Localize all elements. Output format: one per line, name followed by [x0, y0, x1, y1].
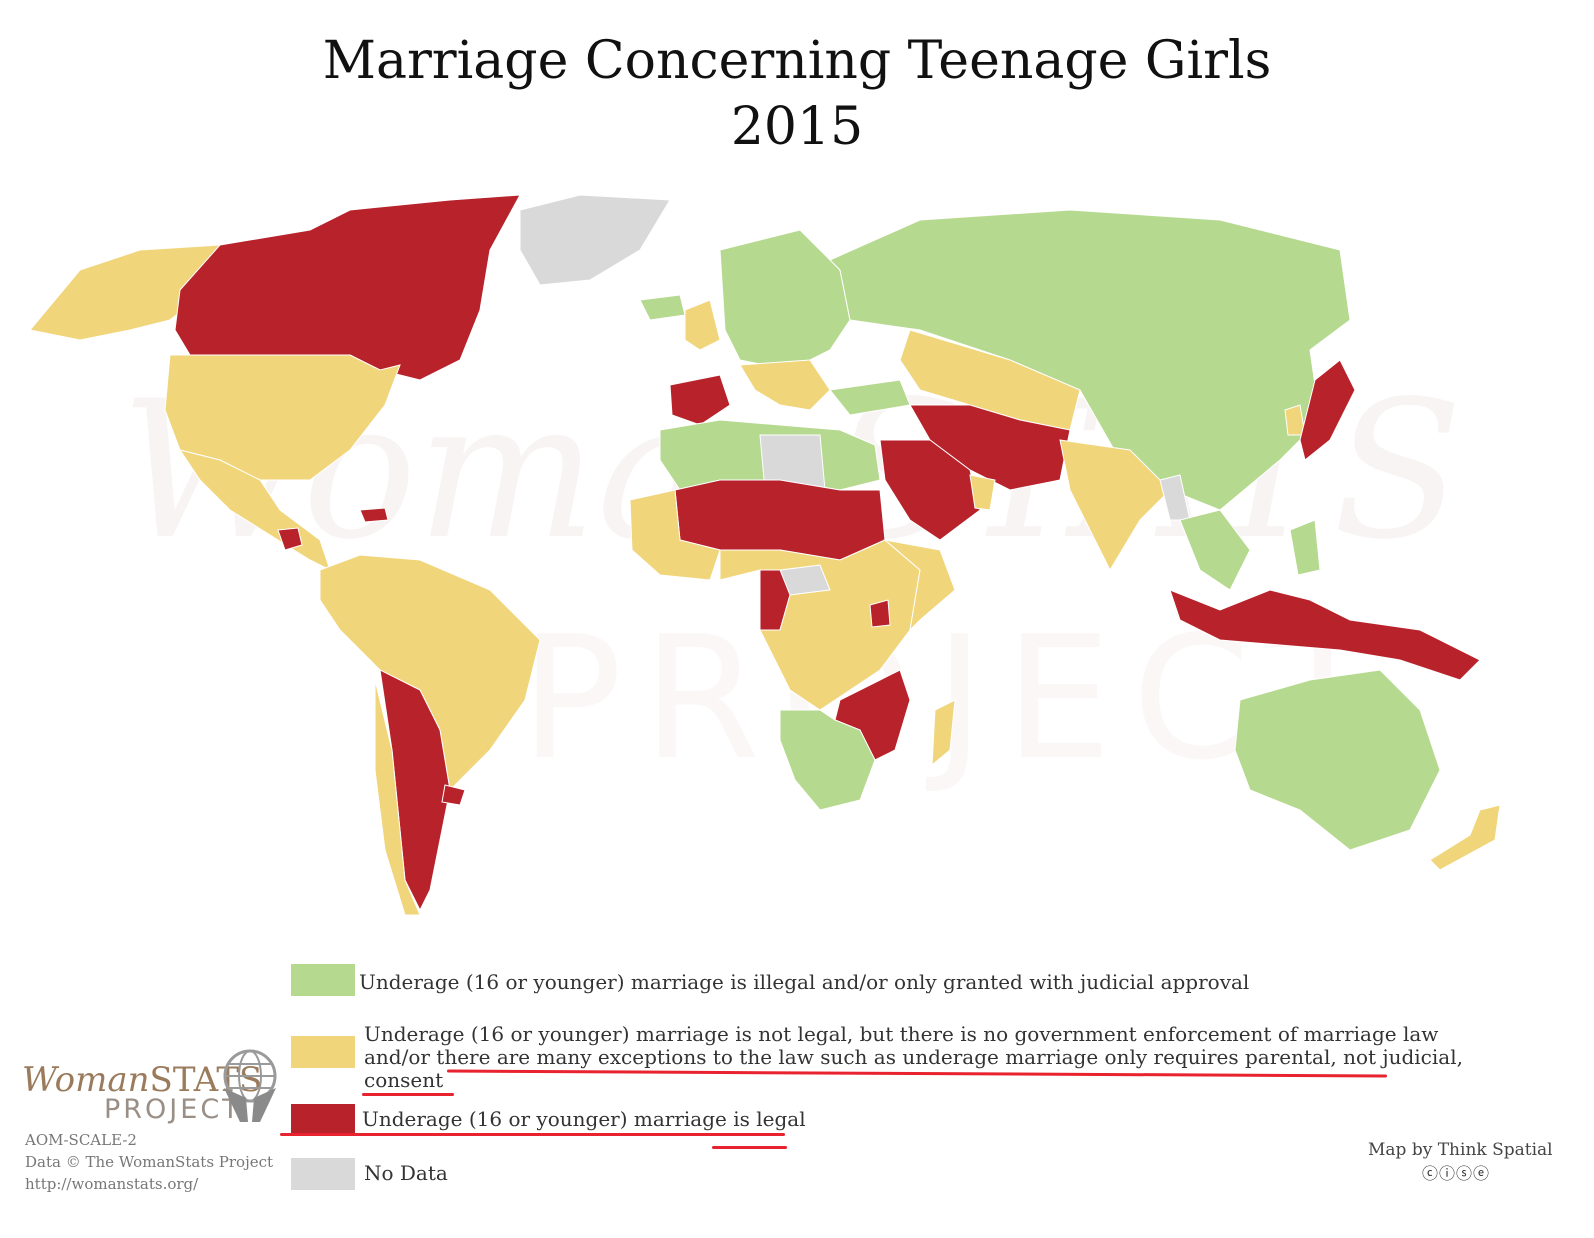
region-turkey — [829, 379, 911, 416]
region-india — [1059, 439, 1171, 572]
legend-label-green: Underage (16 or younger) marriage is ill… — [359, 970, 1250, 994]
legend-label-yellow-line-1: Underage (16 or younger) marriage is not… — [364, 1022, 1439, 1046]
map-credit: Map by Think Spatial — [1368, 1140, 1553, 1160]
region-russia-china — [829, 209, 1351, 511]
world-map — [29, 194, 1501, 916]
region-west-africa — [629, 489, 721, 581]
legend-swatch-red — [291, 1104, 355, 1136]
region-oman — [969, 474, 996, 511]
region-australia — [1234, 669, 1441, 851]
region-europe — [719, 229, 851, 371]
annotation-underline-3 — [280, 1133, 785, 1136]
region-iceland — [639, 294, 686, 321]
region-southern-africa — [779, 709, 876, 811]
region-madagascar — [931, 699, 956, 767]
region-new-zealand — [1429, 804, 1501, 871]
region-dominican-republic — [359, 507, 389, 523]
region-spain — [669, 374, 731, 426]
legend-swatch-green — [291, 964, 355, 996]
region-uganda — [869, 599, 891, 628]
legend-swatch-yellow — [291, 1036, 355, 1068]
region-indonesia-png — [1169, 589, 1481, 681]
womanstats-logo: WomanSTATS — [22, 1060, 262, 1100]
creative-commons-icon: ⓒⓘⓢⓔ — [1422, 1164, 1491, 1183]
data-credit: Data © The WomanStats Project — [25, 1153, 274, 1171]
source-url: http://womanstats.org/ — [25, 1175, 199, 1193]
annotation-underline-4 — [712, 1146, 787, 1149]
title-line-2: 2015 — [730, 97, 864, 157]
legend-label-yellow-line-3: consent — [364, 1068, 444, 1092]
logo-sub: PROJECT — [104, 1094, 242, 1125]
region-italy-balkans — [739, 359, 831, 411]
annotation-underline-2 — [362, 1093, 454, 1096]
legend-label-yellow: Underage (16 or younger) marriage is not… — [364, 1023, 1463, 1092]
region-southeast-asia — [1179, 509, 1251, 591]
region-chile — [374, 679, 421, 916]
legend-label-gray: No Data — [364, 1161, 448, 1185]
region-canada — [174, 194, 521, 381]
region-usa — [164, 354, 401, 481]
legend-swatch-gray — [291, 1158, 355, 1190]
scale-code: AOM-SCALE-2 — [25, 1131, 137, 1149]
legend-label-yellow-line-2: and/or there are many exceptions to the … — [364, 1045, 1463, 1069]
region-uk — [684, 299, 721, 351]
globe-hands-icon — [223, 1049, 277, 1122]
region-uruguay — [441, 784, 466, 806]
region-guatemala — [277, 527, 303, 551]
legend-label-red: Underage (16 or younger) marriage is leg… — [362, 1107, 806, 1131]
region-east-africa — [883, 539, 956, 632]
region-philippines — [1289, 519, 1321, 576]
logo-name-caps: STATS — [149, 1060, 263, 1100]
region-japan — [1299, 359, 1356, 461]
region-greenland — [519, 194, 671, 286]
logo-name-italic: Woman — [22, 1060, 150, 1100]
map-title: Marriage Concerning Teenage Girls 2015 — [0, 28, 1594, 160]
region-south-america-north — [319, 554, 541, 792]
title-line-1: Marriage Concerning Teenage Girls — [322, 31, 1272, 91]
region-saudi-yemen — [879, 439, 981, 541]
